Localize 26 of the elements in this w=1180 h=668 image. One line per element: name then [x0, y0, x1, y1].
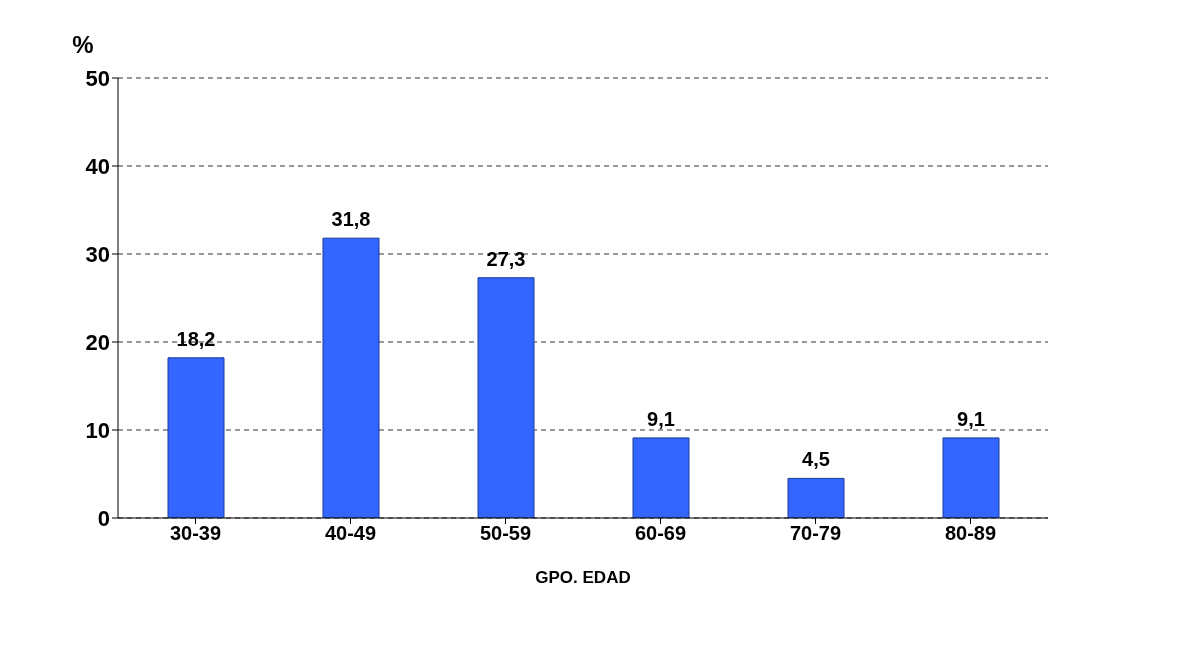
data-label: 18,2 — [176, 327, 216, 350]
bar — [167, 357, 225, 518]
x-tick-label: 50-59 — [479, 522, 532, 545]
x-tick-label: 40-49 — [324, 522, 377, 545]
y-axis-title: % — [72, 31, 94, 58]
bar — [632, 437, 690, 518]
data-label: 9,1 — [957, 407, 985, 430]
x-tick-label: 80-89 — [944, 522, 997, 545]
bar — [942, 437, 1000, 518]
y-tick-label: 40 — [85, 153, 110, 179]
data-label: 9,1 — [647, 407, 675, 430]
x-tick-label: 30-39 — [169, 522, 222, 545]
bar — [322, 237, 380, 518]
bar — [787, 477, 845, 518]
y-tick-label: 0 — [97, 505, 110, 531]
data-label: 4,5 — [802, 448, 830, 471]
y-tick-label: 10 — [85, 417, 110, 443]
bar — [477, 277, 535, 518]
data-label: 31,8 — [331, 208, 371, 231]
y-tick-label: 20 — [85, 329, 110, 355]
x-tick-label: 60-69 — [634, 522, 687, 545]
y-tick-label: 50 — [85, 65, 110, 91]
x-tick-label: 70-79 — [789, 522, 842, 545]
x-axis-title: GPO. EDAD — [535, 568, 631, 587]
y-tick-label: 30 — [85, 241, 110, 267]
data-label: 27,3 — [486, 247, 526, 270]
